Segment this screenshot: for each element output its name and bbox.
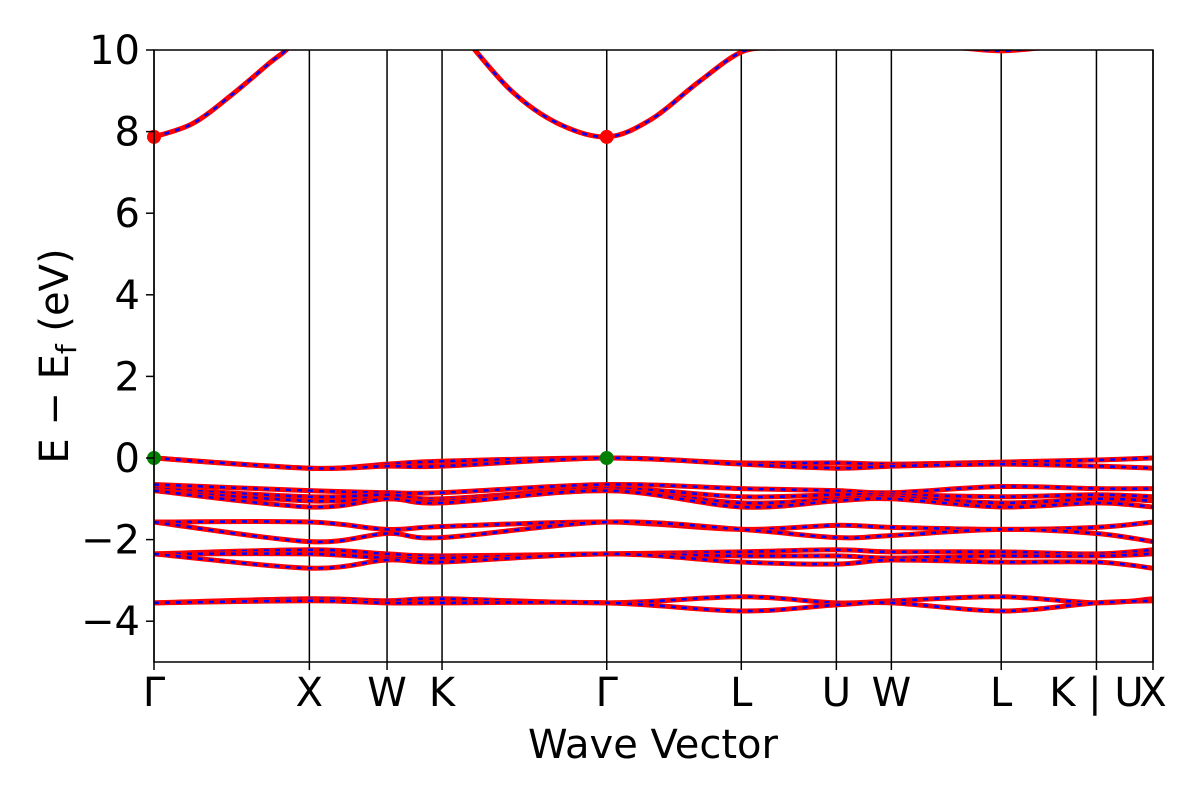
x-tick-label: X xyxy=(1139,670,1166,716)
plot-frame xyxy=(153,49,1154,663)
band-line-dashed xyxy=(154,456,1153,470)
band-line xyxy=(154,50,290,140)
band-line-dashed xyxy=(154,50,288,139)
y-tick-label: −2 xyxy=(81,518,140,564)
band-line-dashed xyxy=(154,599,1153,613)
y-tick-label: 8 xyxy=(115,110,140,156)
y-axis-title-sub: f xyxy=(50,343,83,354)
y-tick-label: 0 xyxy=(115,436,140,482)
y-tick-label: −4 xyxy=(81,599,140,645)
x-tick-label: K | U xyxy=(1049,670,1143,716)
x-tick-label: X xyxy=(296,670,323,716)
markers xyxy=(147,129,614,465)
x-tick-label: K xyxy=(429,670,457,716)
y-axis-title: E − Ef (eV) xyxy=(32,248,83,463)
band-line-dashed xyxy=(154,552,1153,560)
x-tick-label: U xyxy=(822,670,851,716)
bands xyxy=(154,50,1153,614)
y-axis-title-main: E − E xyxy=(32,354,78,464)
band-line xyxy=(154,519,1153,545)
y-tick-label: 4 xyxy=(115,273,140,319)
band-line-dashed xyxy=(154,483,1153,495)
x-tick-label: W xyxy=(872,670,912,716)
y-tick-label: 10 xyxy=(89,28,140,74)
y-tick-label: 6 xyxy=(115,191,140,237)
band-line-dashed xyxy=(154,487,1153,501)
band-line-dashed xyxy=(154,489,1153,505)
band-line-dashed xyxy=(154,552,1153,570)
band-edge-marker xyxy=(599,129,614,144)
x-tick-label: W xyxy=(367,670,407,716)
band-line xyxy=(471,50,777,140)
x-tick-label: Γ xyxy=(143,670,166,716)
band-line-dashed xyxy=(154,489,1153,509)
x-tick-label: Γ xyxy=(596,670,619,716)
x-tick-label: L xyxy=(730,670,753,716)
y-axis-title-unit: (eV) xyxy=(32,248,78,344)
x-tick-label: L xyxy=(990,670,1013,716)
band-line-dashed xyxy=(154,548,1153,558)
x-axis-title: Wave Vector xyxy=(528,722,779,768)
band-edge-marker xyxy=(599,451,614,465)
band-line xyxy=(960,50,1041,54)
band-line-dashed xyxy=(154,520,1153,531)
band-line-dashed xyxy=(473,50,754,139)
band-line-dashed xyxy=(154,520,1153,544)
y-axis: −4 −2 0 2 4 6 8 10 xyxy=(81,28,154,645)
y-tick-label: 2 xyxy=(115,354,140,400)
